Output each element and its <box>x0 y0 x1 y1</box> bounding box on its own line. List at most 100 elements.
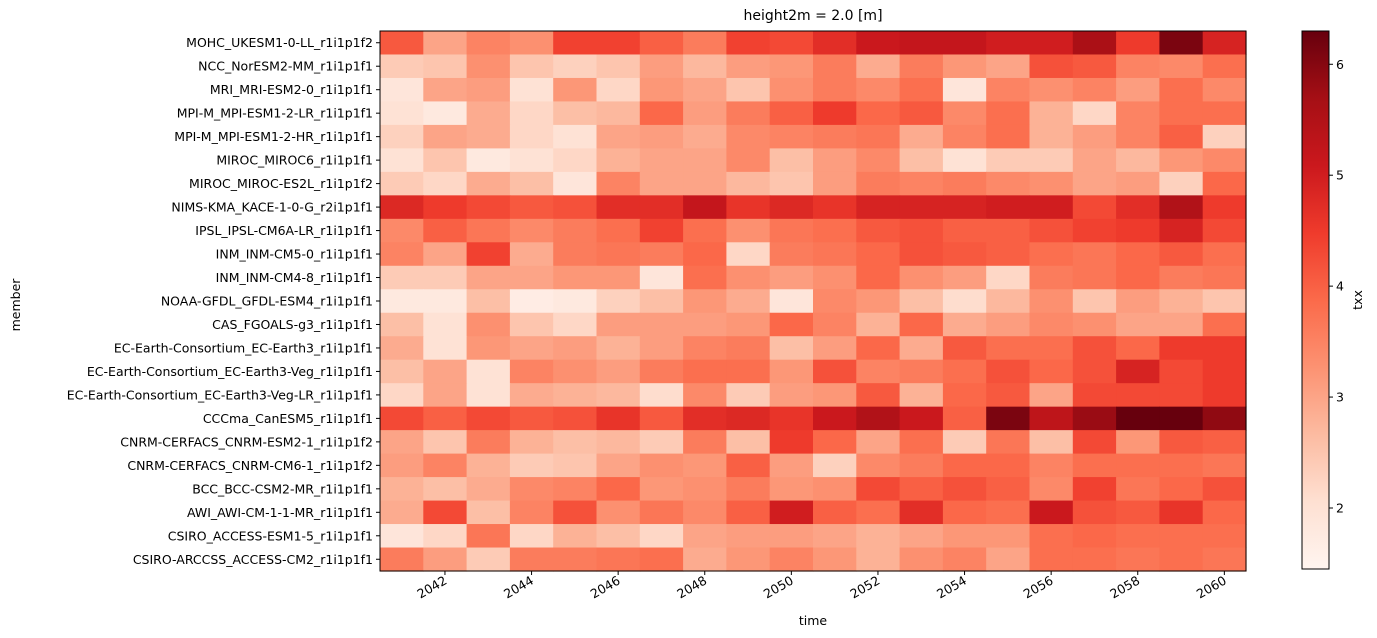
heatmap-cell <box>942 265 987 290</box>
heatmap-cell <box>1072 124 1117 149</box>
heatmap-cell <box>639 77 684 103</box>
y-tick-label: NIMS-KMA_KACE-1-0-G_r2i1p1f1 <box>171 200 373 215</box>
heatmap-cell <box>639 430 684 455</box>
x-tick-label: 2060 <box>1194 573 1229 602</box>
heatmap-cell <box>1159 383 1204 408</box>
heatmap-cell <box>856 218 901 243</box>
heatmap-cell <box>380 218 424 243</box>
heatmap-cell <box>596 77 641 103</box>
heatmap-cell <box>1202 54 1247 79</box>
heatmap-cell <box>466 265 511 290</box>
heatmap-cell <box>813 31 857 56</box>
heatmap-cell <box>769 524 814 549</box>
heatmap-cell <box>1072 547 1117 572</box>
heatmap-cell <box>899 218 944 243</box>
heatmap-cell <box>1159 547 1204 572</box>
heatmap-cell <box>986 31 1031 56</box>
heatmap-cell <box>726 383 771 408</box>
heatmap-cell <box>509 218 554 243</box>
heatmap-cell <box>1116 430 1160 455</box>
heatmap-cell <box>1202 242 1247 267</box>
heatmap-cell <box>942 31 987 56</box>
heatmap-cell <box>1029 406 1074 431</box>
heatmap-cell <box>942 547 987 572</box>
x-tick-label: 2058 <box>1107 573 1142 602</box>
heatmap-cell <box>423 54 468 79</box>
heatmap-cell <box>1116 101 1160 126</box>
heatmap-cell <box>596 477 641 502</box>
heatmap-cell <box>596 242 641 267</box>
heatmap-cell <box>769 265 814 290</box>
heatmap-cell <box>1029 289 1074 314</box>
heatmap-cell <box>1072 218 1117 243</box>
heatmap-cell <box>1029 359 1074 384</box>
heatmap-cell <box>466 124 511 149</box>
heatmap-cell <box>683 524 727 549</box>
heatmap-cell <box>553 406 598 431</box>
heatmap-cell <box>1072 195 1117 220</box>
heatmap-cell <box>553 500 598 525</box>
heatmap-cell <box>423 336 468 361</box>
heatmap-cell <box>423 265 468 290</box>
heatmap-cell <box>769 148 814 173</box>
heatmap-cell <box>683 453 727 478</box>
heatmap-cell <box>1159 477 1204 502</box>
y-tick-label: MIROC_MIROC6_r1i1p1f1 <box>216 153 373 168</box>
heatmap-cell <box>639 359 684 384</box>
y-axis-label: member <box>8 278 23 332</box>
heatmap-cell <box>639 453 684 478</box>
y-tick-label: EC-Earth-Consortium_EC-Earth3_r1i1p1f1 <box>114 340 373 355</box>
heatmap-cell <box>899 195 944 220</box>
x-tick-label: 2042 <box>414 573 449 602</box>
heatmap-cell <box>813 171 857 196</box>
x-tick-label: 2048 <box>674 573 709 602</box>
heatmap-cell <box>1159 101 1204 126</box>
heatmap-cell <box>1159 148 1204 173</box>
heatmap-cell <box>1159 406 1204 431</box>
heatmap-cell <box>509 430 554 455</box>
heatmap-cell <box>423 171 468 196</box>
heatmap-cell <box>509 148 554 173</box>
heatmap-cell <box>639 218 684 243</box>
heatmap-cell <box>1072 265 1117 290</box>
heatmap-cell <box>553 477 598 502</box>
heatmap-cell <box>509 171 554 196</box>
heatmap-cell <box>769 54 814 79</box>
heatmap-cell <box>986 336 1031 361</box>
heatmap-cell <box>1202 218 1247 243</box>
colorbar <box>1301 30 1330 570</box>
heatmap-cell <box>899 500 944 525</box>
colorbar-tick-label: 4 <box>1336 279 1344 294</box>
heatmap-cell <box>769 477 814 502</box>
heatmap-cell <box>639 195 684 220</box>
x-tick-label: 2052 <box>847 573 882 602</box>
heatmap-cell <box>1159 453 1204 478</box>
heatmap-cell <box>899 242 944 267</box>
heatmap-cell <box>856 124 901 149</box>
heatmap-cell <box>1116 547 1160 572</box>
heatmap-cell <box>639 524 684 549</box>
heatmap-cell <box>423 312 468 337</box>
heatmap-cell <box>509 453 554 478</box>
heatmap-cell <box>639 547 684 572</box>
y-tick-label: MOHC_UKESM1-0-LL_r1i1p1f2 <box>186 35 373 50</box>
heatmap-cell <box>1202 124 1247 149</box>
heatmap-cell <box>769 195 814 220</box>
heatmap-cell <box>380 336 424 361</box>
heatmap-cell <box>639 101 684 126</box>
heatmap-cell <box>683 31 727 56</box>
heatmap-cell <box>596 453 641 478</box>
heatmap-cell <box>769 336 814 361</box>
heatmap-cell <box>856 171 901 196</box>
heatmap-cell <box>986 218 1031 243</box>
heatmap-cell <box>769 77 814 103</box>
heatmap-cell <box>813 312 857 337</box>
heatmap-cell <box>942 218 987 243</box>
heatmap-cell <box>856 359 901 384</box>
heatmap-cell <box>856 477 901 502</box>
y-tick-label: CSIRO-ARCCSS_ACCESS-CM2_r1i1p1f1 <box>133 552 373 567</box>
heatmap-cell <box>553 453 598 478</box>
heatmap-cell <box>683 265 727 290</box>
heatmap-cell <box>726 195 771 220</box>
